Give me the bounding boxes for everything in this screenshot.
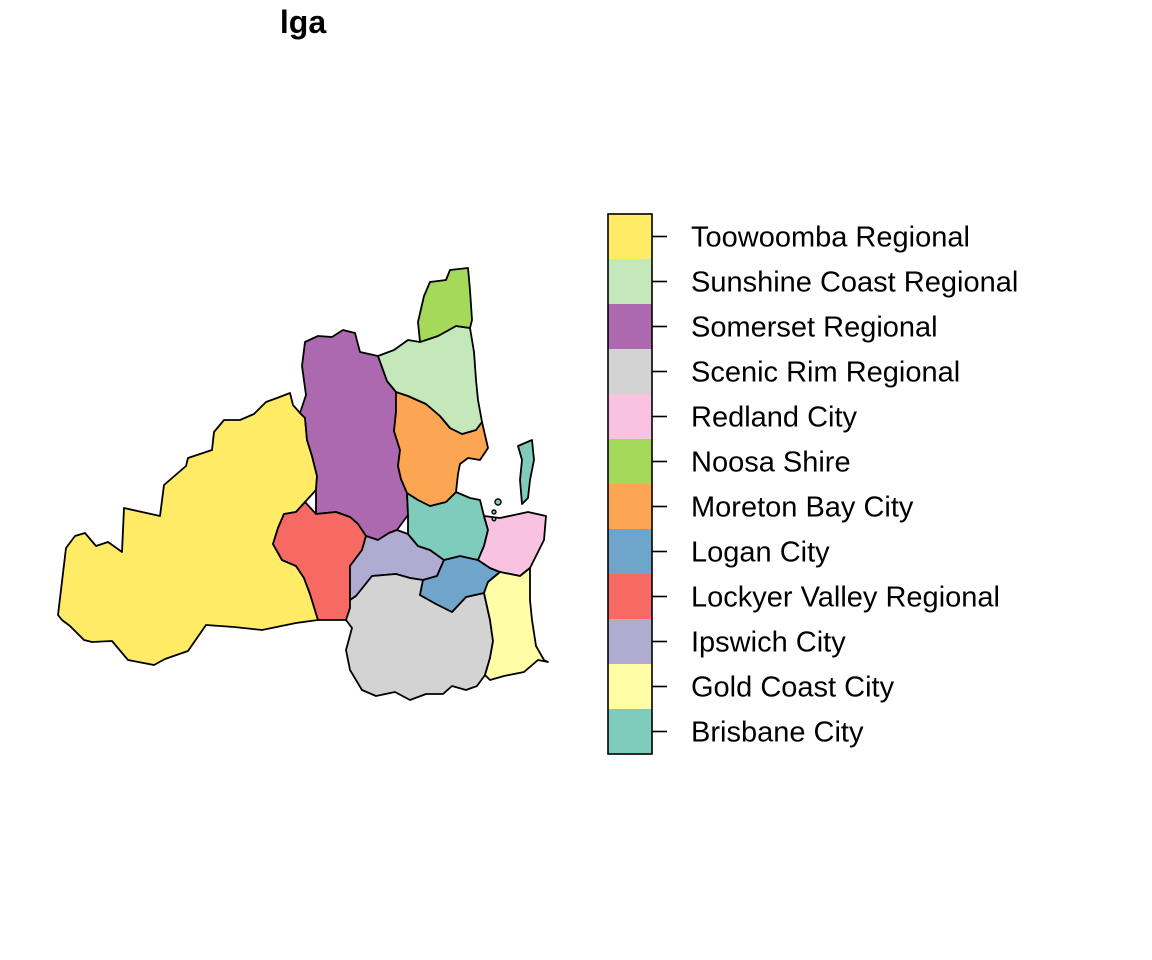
map-regions [57,267,549,701]
legend-swatch [608,394,652,439]
legend-swatch [608,214,652,259]
legend-label: Gold Coast City [691,672,895,704]
legend-swatch [608,619,652,664]
legend: Toowoomba Regional Sunshine Coast Regiona… [607,213,1018,755]
legend-swatch [608,304,652,349]
map-title: lga [279,4,327,40]
legend-label: Somerset Regional [691,312,938,344]
legend-swatch [608,349,652,394]
legend-label: Moreton Bay City [691,492,914,524]
region-redland-city[interactable] [477,511,547,577]
legend-label: Redland City [691,402,858,434]
legend-swatch [608,664,652,709]
region-brisbane-city-moreton-island[interactable] [517,439,535,505]
legend-border [607,213,653,755]
region-gold-coast-city[interactable] [483,567,549,681]
legend-swatch [608,529,652,574]
legend-label: Sunshine Coast Regional [691,267,1018,299]
legend-label: Logan City [691,537,830,569]
legend-swatch [608,709,652,754]
legend-label: Brisbane City [691,717,864,749]
region-noosa-shire[interactable] [417,267,473,343]
legend-label: Scenic Rim Regional [691,357,960,389]
region-small-island-1 [494,498,502,506]
legend-label: Lockyer Valley Regional [691,582,1000,614]
region-small-island-2 [491,509,497,515]
legend-label: Toowoomba Regional [691,222,970,254]
legend-label: Ipswich City [691,627,846,659]
legend-swatch [608,439,652,484]
legend-swatch [608,259,652,304]
legend-swatch [608,574,652,619]
legend-label: Noosa Shire [691,447,851,479]
region-small-island-3 [491,516,497,522]
legend-swatch [608,484,652,529]
